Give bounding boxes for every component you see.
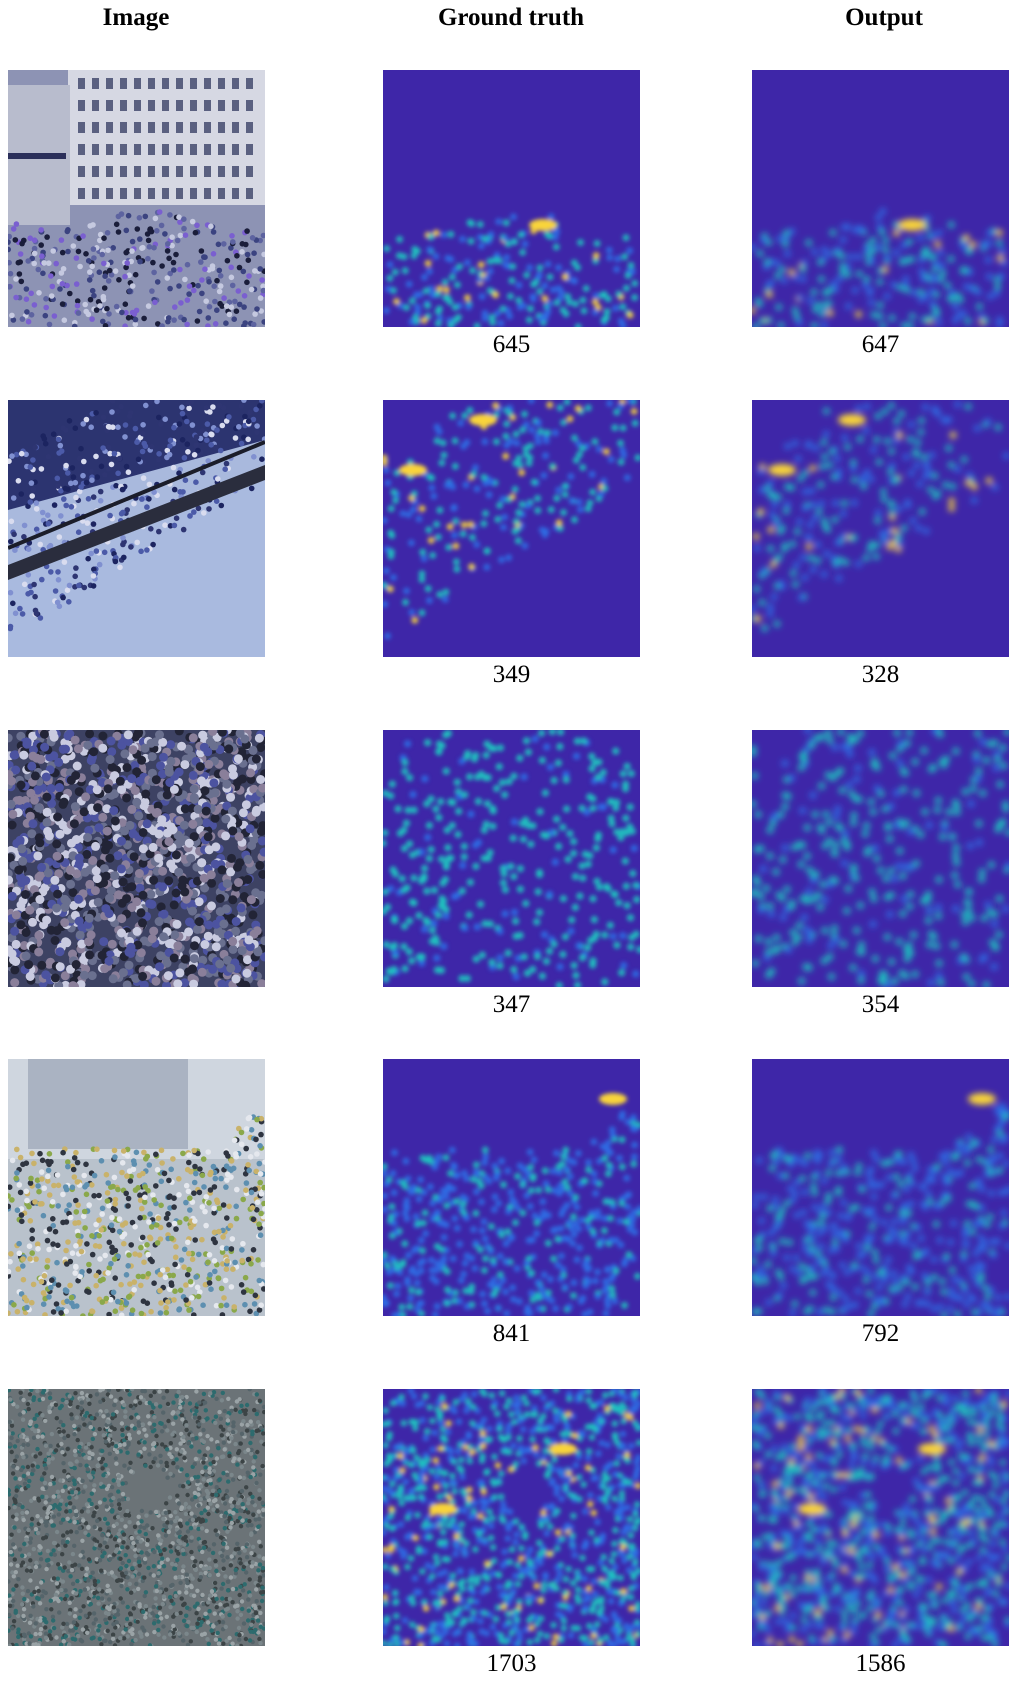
header-output: Output bbox=[734, 4, 1013, 32]
input-image-1 bbox=[8, 70, 265, 327]
header-image: Image bbox=[0, 4, 286, 32]
ground-truth-density-map-3 bbox=[383, 730, 640, 987]
input-image-3 bbox=[8, 730, 265, 987]
ground-truth-count-4: 841 bbox=[383, 1320, 640, 1348]
ground-truth-density-map-4 bbox=[383, 1059, 640, 1316]
output-density-map-2 bbox=[752, 400, 1009, 657]
ground-truth-density-map-2 bbox=[383, 400, 640, 657]
ground-truth-count-2: 349 bbox=[383, 661, 640, 689]
ground-truth-count-5: 1703 bbox=[383, 1650, 640, 1678]
output-density-map-5 bbox=[752, 1389, 1009, 1646]
input-image-4 bbox=[8, 1059, 265, 1316]
output-count-4: 792 bbox=[752, 1320, 1009, 1348]
input-image-2 bbox=[8, 400, 265, 657]
ground-truth-density-map-5 bbox=[383, 1389, 640, 1646]
ground-truth-density-map-1 bbox=[383, 70, 640, 327]
output-density-map-1 bbox=[752, 70, 1009, 327]
output-count-2: 328 bbox=[752, 661, 1009, 689]
input-image-5 bbox=[8, 1389, 265, 1646]
output-count-5: 1586 bbox=[752, 1650, 1009, 1678]
output-count-1: 647 bbox=[752, 331, 1009, 359]
output-density-map-4 bbox=[752, 1059, 1009, 1316]
ground-truth-count-1: 645 bbox=[383, 331, 640, 359]
ground-truth-count-3: 347 bbox=[383, 991, 640, 1019]
header-ground-truth: Ground truth bbox=[361, 4, 661, 32]
output-density-map-3 bbox=[752, 730, 1009, 987]
output-count-3: 354 bbox=[752, 991, 1009, 1019]
